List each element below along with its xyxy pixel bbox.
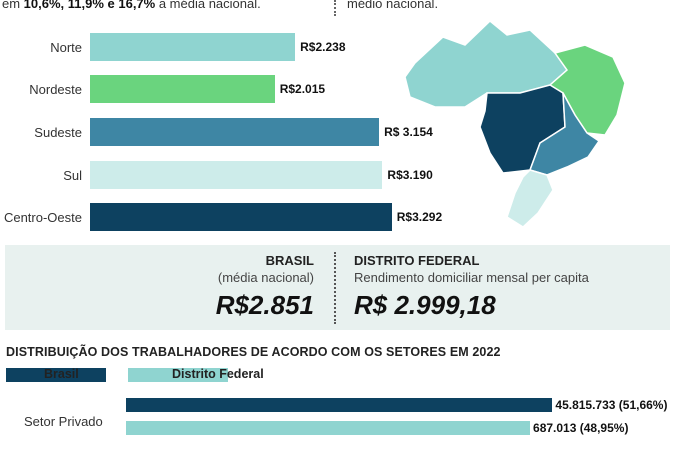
df-subtitle: Rendimento domiciliar mensal per capita <box>354 270 589 285</box>
sector-chart-title: DISTRIBUIÇÃO DOS TRABALHADORES DE ACORDO… <box>6 345 501 359</box>
brasil-value: R$2.851 <box>215 290 314 320</box>
region-label-nordeste: Nordeste <box>29 82 82 97</box>
map-region-sudeste <box>529 92 601 176</box>
region-value-norte: R$2.238 <box>300 40 346 54</box>
summary-panel <box>5 245 670 330</box>
legend-label-brasil: Brasil <box>44 367 79 381</box>
region-value-nordeste: R$2.015 <box>279 82 326 96</box>
region-label-sul: Sul <box>63 168 82 183</box>
region-value-sul: R$3.190 <box>387 168 433 182</box>
df-value: R$ 2.999,18 <box>354 290 496 320</box>
sector-bar-df <box>126 421 531 435</box>
region-label-sudeste: Sudeste <box>34 125 82 140</box>
legend-label-df: Distrito Federal <box>172 367 264 381</box>
region-bar-centro-oeste <box>90 203 392 231</box>
legend-swatch-brasil <box>6 368 106 382</box>
region-bar-sudeste <box>90 118 380 146</box>
intro-divider <box>334 0 336 16</box>
intro-text-left: em 10,6%, 11,9% e 16,7% a média nacional… <box>2 0 261 11</box>
map-region-sul <box>506 169 554 228</box>
intro-text-right: médio nacional. <box>347 0 439 11</box>
region-bar-sul <box>90 161 383 189</box>
region-bar-norte <box>90 33 296 61</box>
summary-divider <box>334 252 336 324</box>
sector-value-df: 687.013 (48,95%) <box>533 421 629 435</box>
sector-label: Setor Privado <box>24 414 103 429</box>
sector-bar-brasil <box>126 398 553 412</box>
legend-swatch-df <box>128 368 228 382</box>
brasil-title: BRASIL <box>265 253 314 268</box>
region-label-norte: Norte <box>50 40 82 55</box>
brasil-subtitle: (média nacional) <box>217 270 314 285</box>
region-value-sudeste: R$ 3.154 <box>384 125 433 139</box>
sector-value-brasil: 45.815.733 (51,66%) <box>555 398 668 412</box>
brazil-regions-map <box>404 19 626 228</box>
region-label-centro-oeste: Centro-Oeste <box>3 210 82 225</box>
region-value-centro-oeste: R$3.292 <box>396 210 443 224</box>
df-title: DISTRITO FEDERAL <box>354 253 480 268</box>
map-region-nordeste <box>548 44 626 136</box>
region-bar-nordeste <box>90 75 275 103</box>
